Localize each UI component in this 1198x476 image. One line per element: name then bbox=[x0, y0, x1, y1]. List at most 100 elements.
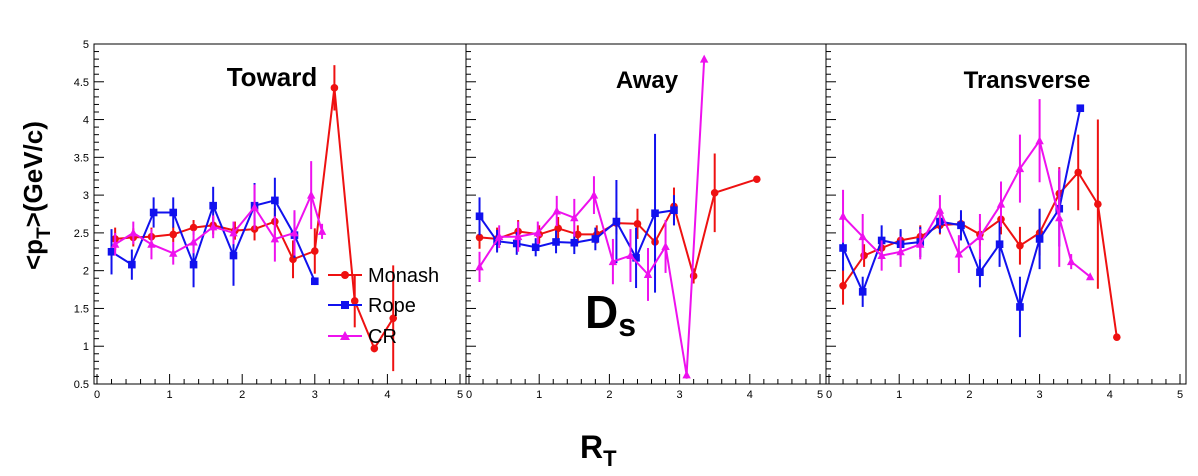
data-point-rope bbox=[858, 288, 867, 296]
legend-marker-rope bbox=[341, 301, 349, 309]
panel-frame bbox=[93, 43, 467, 385]
data-point-rope bbox=[570, 238, 579, 247]
data-point-monash bbox=[1113, 333, 1121, 341]
data-point-cr bbox=[317, 226, 327, 235]
legend: Monash Rope CR bbox=[328, 265, 439, 348]
particle-label: Ds bbox=[585, 286, 636, 343]
y-tick-label: 1 bbox=[83, 341, 89, 353]
data-point-monash bbox=[311, 247, 319, 255]
data-point-rope bbox=[1035, 235, 1044, 243]
x-tick-label: 5 bbox=[1177, 389, 1183, 401]
data-point-rope bbox=[612, 217, 621, 226]
data-point-cr bbox=[270, 234, 280, 243]
x-tick-label: 5 bbox=[817, 389, 823, 401]
data-point-cr bbox=[589, 190, 599, 199]
x-tick-label: 1 bbox=[167, 389, 173, 401]
x-tick-label: 4 bbox=[1107, 389, 1113, 401]
y-tick-label: 4 bbox=[83, 115, 89, 127]
y-tick-label: 1.5 bbox=[74, 303, 89, 315]
data-point-cr bbox=[290, 228, 299, 237]
data-point-rope bbox=[839, 244, 847, 252]
data-point-cr bbox=[935, 205, 945, 214]
data-point-monash bbox=[370, 344, 379, 353]
x-tick-label: 1 bbox=[536, 389, 542, 401]
data-point-monash bbox=[1016, 241, 1024, 250]
data-point-cr bbox=[250, 202, 259, 211]
y-axis-title-post: >(GeV/c) bbox=[18, 121, 48, 227]
data-point-monash bbox=[350, 297, 359, 305]
data-point-cr bbox=[1066, 257, 1076, 266]
data-point-rope bbox=[957, 221, 965, 230]
data-point-monash bbox=[189, 223, 198, 232]
data-point-monash bbox=[389, 314, 398, 323]
data-point-cr bbox=[147, 239, 156, 248]
data-point-cr bbox=[513, 232, 523, 241]
data-point-rope bbox=[229, 251, 238, 260]
x-tick-label: 4 bbox=[384, 389, 390, 401]
data-point-monash bbox=[574, 230, 582, 239]
data-point-cr bbox=[1055, 213, 1064, 222]
data-point-rope bbox=[149, 208, 158, 217]
data-point-monash bbox=[633, 220, 642, 228]
data-point-cr bbox=[533, 228, 542, 237]
data-point-rope bbox=[995, 240, 1004, 249]
data-point-cr bbox=[110, 239, 120, 248]
x-axis-title-main: R bbox=[580, 429, 603, 465]
data-point-cr bbox=[306, 190, 316, 199]
data-point-cr bbox=[552, 206, 561, 215]
data-point-rope bbox=[632, 254, 640, 262]
data-point-cr bbox=[494, 232, 504, 241]
panel-frame bbox=[465, 43, 827, 385]
data-point-cr bbox=[608, 257, 618, 266]
panel-0: 0 1 2 3 4 5 0.5 1 1.5 2 2.5 3 3.5 4 4.5 5 bbox=[74, 39, 467, 401]
panel-2: 0 1 2 3 4 5 bbox=[825, 43, 1187, 401]
data-point-cr bbox=[1085, 272, 1095, 281]
data-point-rope bbox=[1076, 104, 1085, 113]
data-point-rope bbox=[169, 208, 178, 217]
data-point-cr bbox=[129, 228, 138, 237]
data-point-rope bbox=[552, 238, 560, 246]
y-axis-title-pre: <p bbox=[18, 239, 48, 270]
y-tick-label: 2 bbox=[83, 266, 89, 278]
data-point-cr bbox=[643, 269, 653, 278]
y-tick-label: 4.5 bbox=[74, 77, 89, 89]
data-point-cr bbox=[699, 54, 709, 63]
data-point-cr bbox=[1035, 136, 1044, 145]
x-tick-label: 1 bbox=[896, 389, 902, 401]
data-point-rope bbox=[128, 260, 136, 269]
panel-1: 0 1 2 3 4 5 bbox=[465, 43, 827, 401]
data-point-cr bbox=[208, 222, 218, 231]
legend-item-cr: CR bbox=[328, 326, 397, 348]
legend-marker-cr bbox=[340, 331, 350, 340]
data-point-cr bbox=[975, 232, 985, 241]
x-tick-label: 3 bbox=[677, 389, 683, 401]
data-point-monash bbox=[289, 255, 297, 264]
data-point-cr bbox=[877, 251, 886, 260]
series-cr bbox=[475, 54, 709, 379]
x-tick-label: 2 bbox=[239, 389, 245, 401]
data-point-cr bbox=[954, 249, 964, 258]
y-tick-label: 2.5 bbox=[74, 228, 89, 240]
y-tick-label: 3.5 bbox=[74, 152, 89, 164]
data-point-cr bbox=[570, 213, 579, 222]
panel-title-toward: Toward bbox=[227, 62, 318, 92]
x-tick-label: 5 bbox=[457, 389, 463, 401]
particle-label-main: D bbox=[585, 286, 618, 338]
legend-item-rope: Rope bbox=[328, 295, 416, 317]
data-point-cr bbox=[858, 232, 867, 241]
x-tick-label: 2 bbox=[606, 389, 612, 401]
data-point-rope bbox=[651, 209, 659, 218]
data-point-monash bbox=[710, 189, 719, 197]
series-rope bbox=[839, 104, 1085, 338]
legend-label-monash: Monash bbox=[368, 265, 439, 287]
data-point-monash bbox=[554, 224, 562, 233]
legend-item-monash: Monash bbox=[328, 265, 439, 287]
series-line-rope bbox=[842, 107, 1082, 311]
x-tick-label: 0 bbox=[826, 389, 832, 401]
data-point-rope bbox=[976, 268, 984, 276]
x-tick-label: 2 bbox=[966, 389, 972, 401]
data-point-cr bbox=[661, 241, 670, 250]
series-rope bbox=[475, 133, 678, 293]
x-tick-label: 3 bbox=[1037, 389, 1043, 401]
